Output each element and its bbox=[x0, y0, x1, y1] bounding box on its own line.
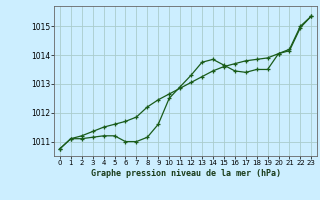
X-axis label: Graphe pression niveau de la mer (hPa): Graphe pression niveau de la mer (hPa) bbox=[91, 169, 281, 178]
